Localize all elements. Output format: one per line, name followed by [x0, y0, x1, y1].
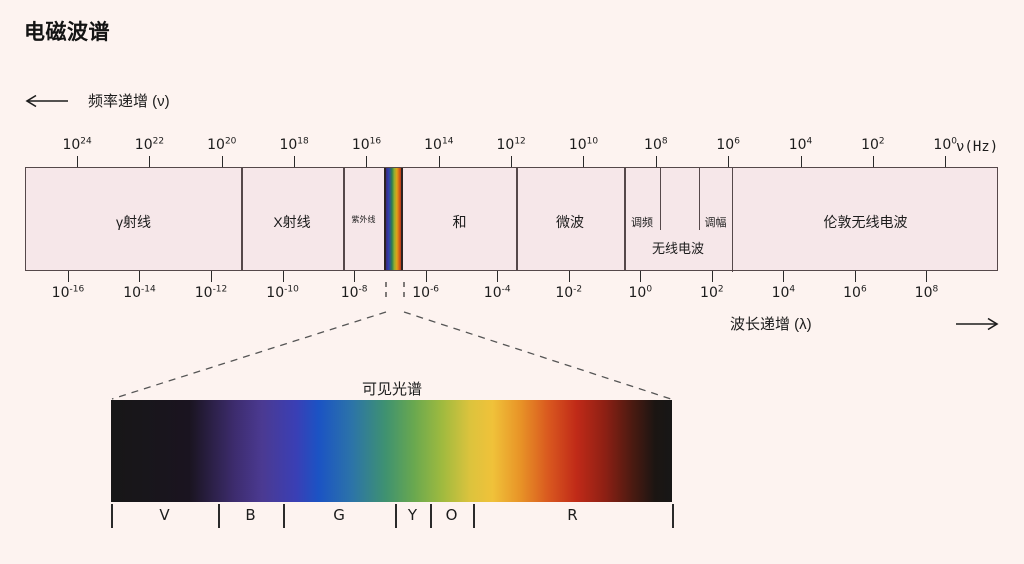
wavelength-tick-mark	[497, 271, 499, 282]
wavelength-tick-label: 104	[771, 284, 796, 301]
radio-subband-divider	[660, 168, 662, 230]
wavelength-axis-label: 波长递增 (λ)	[730, 316, 812, 333]
band-divider	[241, 168, 243, 270]
color-letter-r: R	[567, 506, 578, 524]
frequency-tick-mark	[945, 156, 947, 167]
frequency-tick-label: 1016	[351, 136, 382, 153]
color-letter-g: G	[333, 506, 345, 524]
color-band-tick	[430, 504, 432, 528]
wavelength-tick-label: 10-6	[412, 284, 440, 301]
visible-light-sliver	[384, 168, 403, 270]
band-label-ultraviolet: 紫外线	[351, 215, 376, 224]
band-label-long-radio: 伦敦无线电波	[823, 214, 908, 230]
frequency-tick-mark	[438, 156, 440, 167]
wavelength-tick-mark	[354, 271, 356, 282]
wavelength-tick-mark	[711, 271, 713, 282]
wavelength-tick-mark	[67, 271, 69, 282]
color-band-tick	[283, 504, 285, 528]
frequency-tick-mark	[366, 156, 368, 167]
wavelength-tick-mark	[425, 271, 427, 282]
visible-spectrum-strip	[111, 400, 672, 502]
arrow-left-icon	[25, 94, 68, 107]
wavelength-tick-mark	[568, 271, 570, 282]
color-band-tick	[395, 504, 397, 528]
wavelength-tick-label: 10-10	[266, 284, 299, 301]
spectrum-bar: γ射线 X射线 紫外线 和 微波 调频 调幅 伦敦无线电波无线电波	[25, 167, 998, 272]
frequency-tick-mark	[511, 156, 513, 167]
wavelength-tick-label: 10-4	[483, 284, 511, 301]
wavelength-tick-mark	[211, 271, 212, 282]
radio-group-end-divider	[732, 168, 734, 272]
frequency-unit-label: ν(Hz)	[956, 139, 999, 155]
wavelength-tick-label: 10-16	[51, 284, 85, 301]
wavelength-tick-label: 106	[843, 284, 867, 301]
frequency-tick-label: 1022	[134, 136, 165, 153]
frequency-tick-label: 1024	[62, 136, 92, 153]
band-divider	[343, 168, 345, 270]
frequency-tick-label: 1014	[424, 136, 454, 153]
wavelength-tick-label: 10-14	[123, 284, 156, 301]
frequency-tick-label: 100	[933, 136, 957, 153]
frequency-tick-mark	[221, 156, 223, 167]
band-label-am: 调幅	[704, 217, 727, 229]
radio-group-label: 无线电波	[651, 241, 705, 256]
wavelength-tick-label: 10-12	[194, 284, 228, 301]
frequency-tick-mark	[149, 156, 151, 167]
frequency-tick-mark	[583, 156, 585, 167]
color-band-tick	[111, 504, 113, 528]
band-divider	[516, 168, 518, 270]
page-title: 电磁波谱	[24, 21, 110, 44]
frequency-tick-label: 108	[644, 136, 668, 153]
band-label-fm: 调频	[631, 217, 653, 229]
color-letter-o: O	[445, 506, 458, 524]
color-band-tick	[672, 504, 674, 528]
frequency-tick-mark	[728, 156, 730, 167]
frequency-tick-label: 1020	[207, 136, 237, 153]
wavelength-tick-label: 100	[628, 284, 653, 301]
wavelength-tick-label: 108	[914, 284, 939, 301]
arrow-right-icon	[956, 317, 999, 330]
frequency-tick-mark	[872, 156, 874, 167]
wavelength-tick-label: 102	[700, 284, 724, 301]
visible-spectrum-title: 可见光谱	[361, 381, 423, 398]
frequency-tick-mark	[800, 156, 802, 167]
frequency-tick-label: 1012	[496, 136, 526, 153]
frequency-axis-label: 频率递增 (ν)	[88, 93, 170, 110]
frequency-tick-mark	[77, 156, 79, 167]
color-band-tick	[473, 504, 475, 528]
frequency-tick-label: 102	[861, 136, 885, 153]
wavelength-tick-mark	[783, 271, 785, 282]
radio-subband-divider	[624, 168, 626, 230]
wavelength-tick-mark	[282, 271, 284, 282]
frequency-tick-label: 1018	[279, 136, 309, 153]
wavelength-tick-mark	[139, 271, 141, 282]
band-label-xray: X射线	[273, 214, 311, 230]
frequency-direction-row: 频率递增 (ν)	[24, 90, 170, 111]
color-band-tick	[218, 504, 220, 528]
color-letter-y: Y	[407, 506, 418, 524]
frequency-tick-label: 104	[788, 136, 813, 153]
band-label-microwave: 微波	[556, 214, 584, 230]
wavelength-tick-mark	[926, 271, 928, 282]
wavelength-tick-label: 10-8	[340, 284, 368, 301]
radio-subband-divider	[699, 168, 701, 230]
wavelength-tick-mark	[854, 271, 856, 282]
color-letter-b: B	[245, 506, 256, 524]
wavelength-tick-mark	[640, 271, 642, 282]
frequency-tick-label: 1010	[568, 136, 599, 153]
band-label-infrared: 和	[452, 214, 467, 230]
wavelength-direction-row: 波长递增 (λ)	[730, 313, 1000, 334]
frequency-tick-mark	[655, 156, 657, 167]
frequency-tick-label: 106	[716, 136, 740, 153]
frequency-tick-mark	[294, 156, 296, 167]
wavelength-tick-label: 10-2	[555, 284, 583, 301]
color-letter-v: V	[159, 506, 170, 524]
band-label-gamma: γ射线	[116, 214, 151, 230]
